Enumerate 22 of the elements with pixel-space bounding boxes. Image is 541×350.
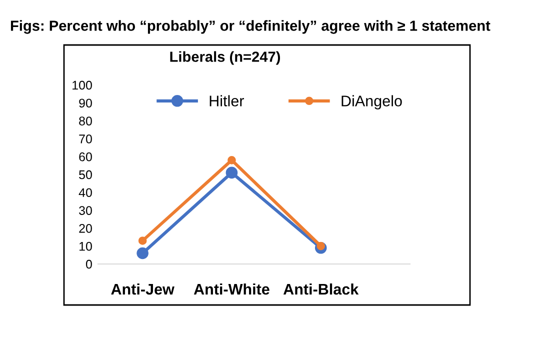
x-tick-label: Anti-White <box>194 283 270 295</box>
y-tick-label: 90 <box>79 98 92 108</box>
x-tick-label: Anti-Black <box>283 283 359 295</box>
point <box>228 156 236 164</box>
point <box>138 236 147 245</box>
chart-title: Figs: Percent who “probably” or “definitely” agree with ≥ 1 statement <box>10 20 490 34</box>
y-tick-label: 20 <box>79 224 92 233</box>
y-tick-label: 0 <box>86 260 92 269</box>
point <box>226 166 238 179</box>
legend-label: Hitler <box>210 95 244 106</box>
y-tick-label: 30 <box>79 206 92 215</box>
y-tick-label: 10 <box>79 242 92 251</box>
point <box>136 247 148 260</box>
chart-subtitle: Liberals (n=247) <box>170 51 280 65</box>
legend-label: DiAngelo <box>342 95 402 110</box>
x-tick-label: Anti-Jew <box>111 283 174 295</box>
y-tick-label: 50 <box>79 170 92 180</box>
y-tick-label: 60 <box>79 152 92 162</box>
y-tick-label: 100 <box>72 80 92 90</box>
y-tick-label: 40 <box>78 188 92 198</box>
y-tick-label: 80 <box>79 116 92 126</box>
y-tick-label: 70 <box>79 134 92 144</box>
